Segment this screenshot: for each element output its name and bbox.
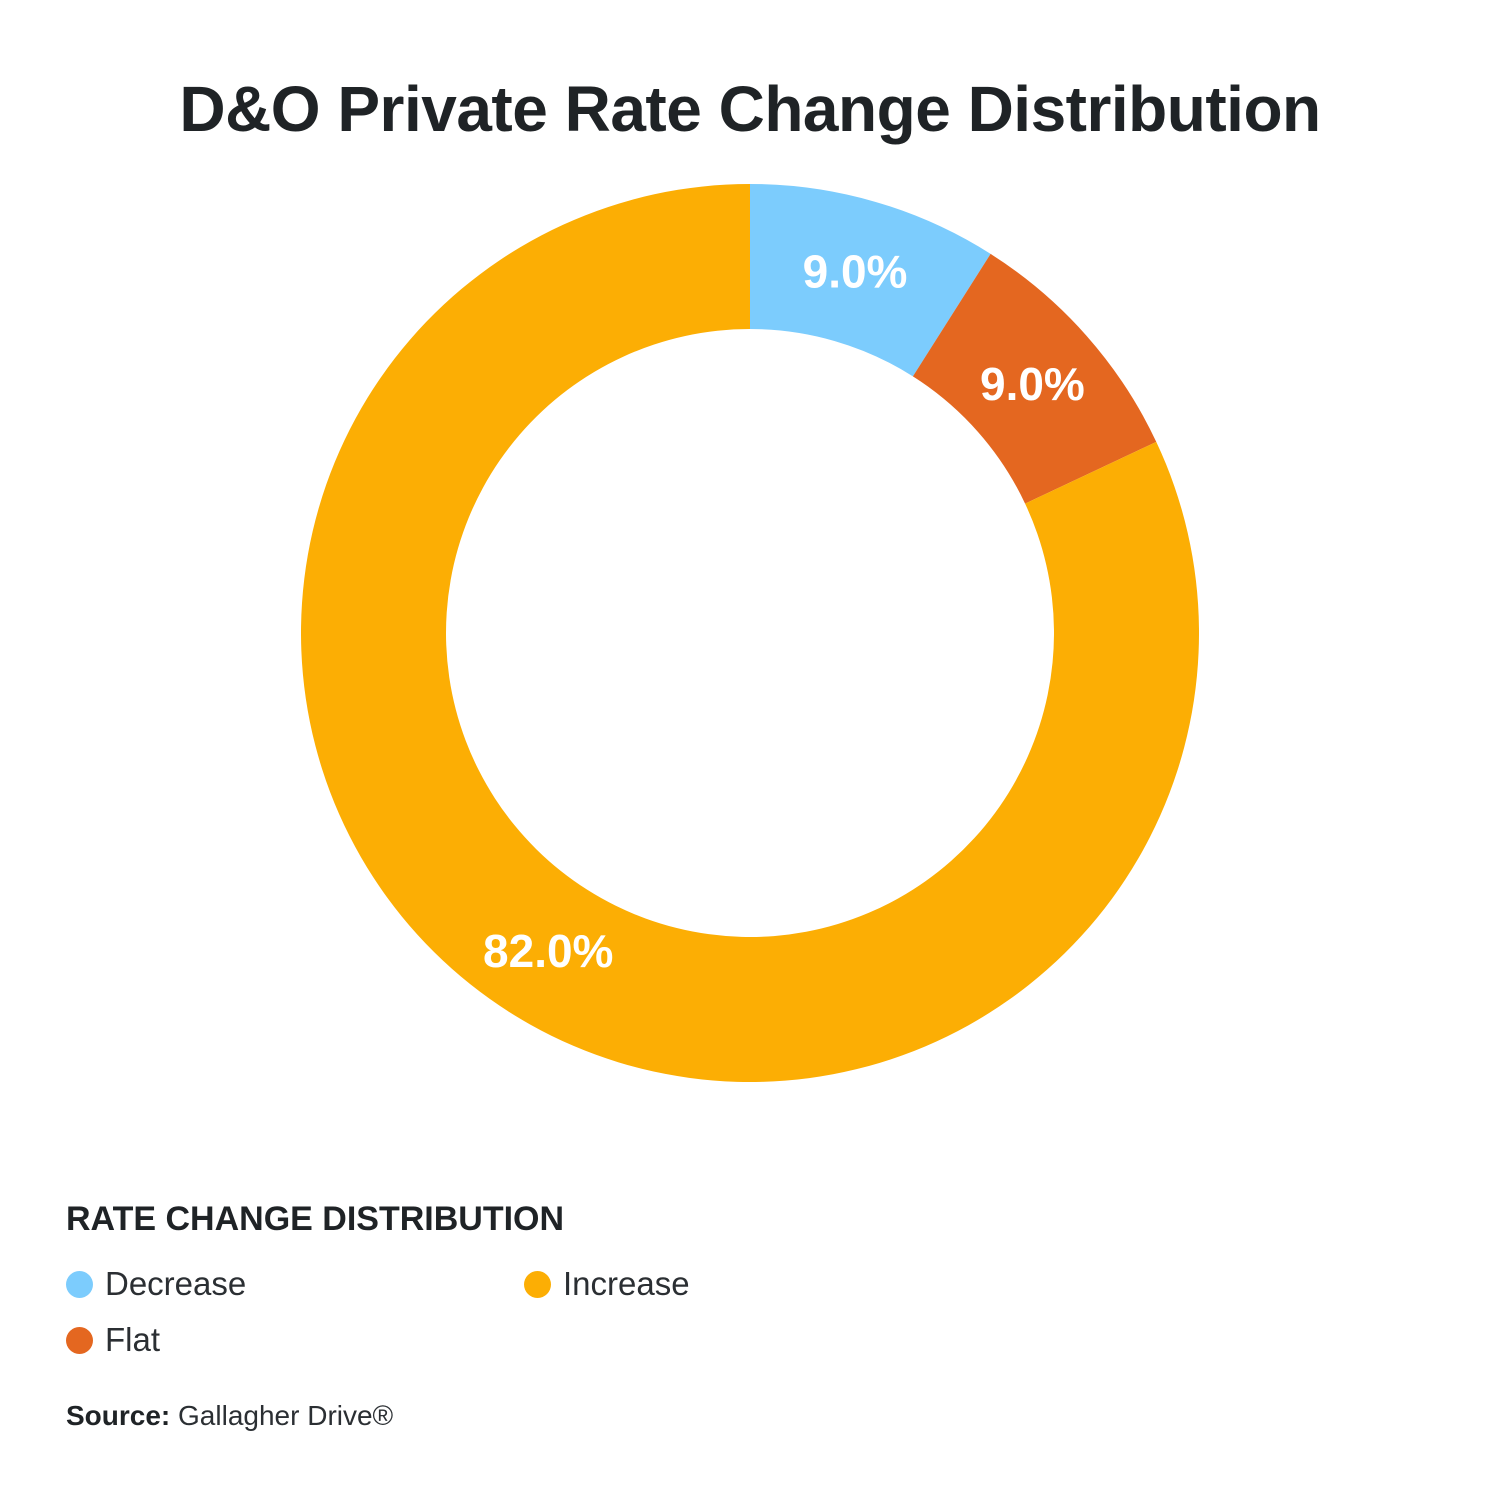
- legend-label-flat: Flat: [105, 1321, 161, 1358]
- slice-increase: [301, 184, 1200, 1082]
- legend-title: RATE CHANGE DISTRIBUTION: [66, 1200, 565, 1238]
- chart-title: D&O Private Rate Change Distribution: [179, 73, 1321, 145]
- slice-labels-group: 9.0% 9.0% 82.0%: [483, 245, 1085, 976]
- legend-dot-increase: [524, 1270, 551, 1298]
- legend-item-flat: Flat: [66, 1321, 160, 1359]
- slice-flat: [912, 253, 1157, 504]
- legend-dot-flat: [66, 1326, 93, 1354]
- slices-group: [301, 184, 1200, 1082]
- legend-dot-decrease: [66, 1270, 93, 1298]
- source-note: Source: Gallagher Drive®: [66, 1400, 393, 1432]
- source-text: Gallagher Drive®: [178, 1400, 394, 1431]
- legend-label-increase: Increase: [563, 1265, 690, 1302]
- legend-item-decrease: Decrease: [66, 1265, 246, 1303]
- slice-label-decrease: 9.0%: [803, 245, 908, 297]
- legend-item-increase: Increase: [524, 1265, 690, 1303]
- source-label: Source:: [66, 1400, 171, 1431]
- slice-decrease: [750, 184, 991, 377]
- slice-label-flat: 9.0%: [980, 358, 1085, 410]
- slice-label-increase: 82.0%: [483, 925, 613, 977]
- legend-label-decrease: Decrease: [105, 1265, 247, 1302]
